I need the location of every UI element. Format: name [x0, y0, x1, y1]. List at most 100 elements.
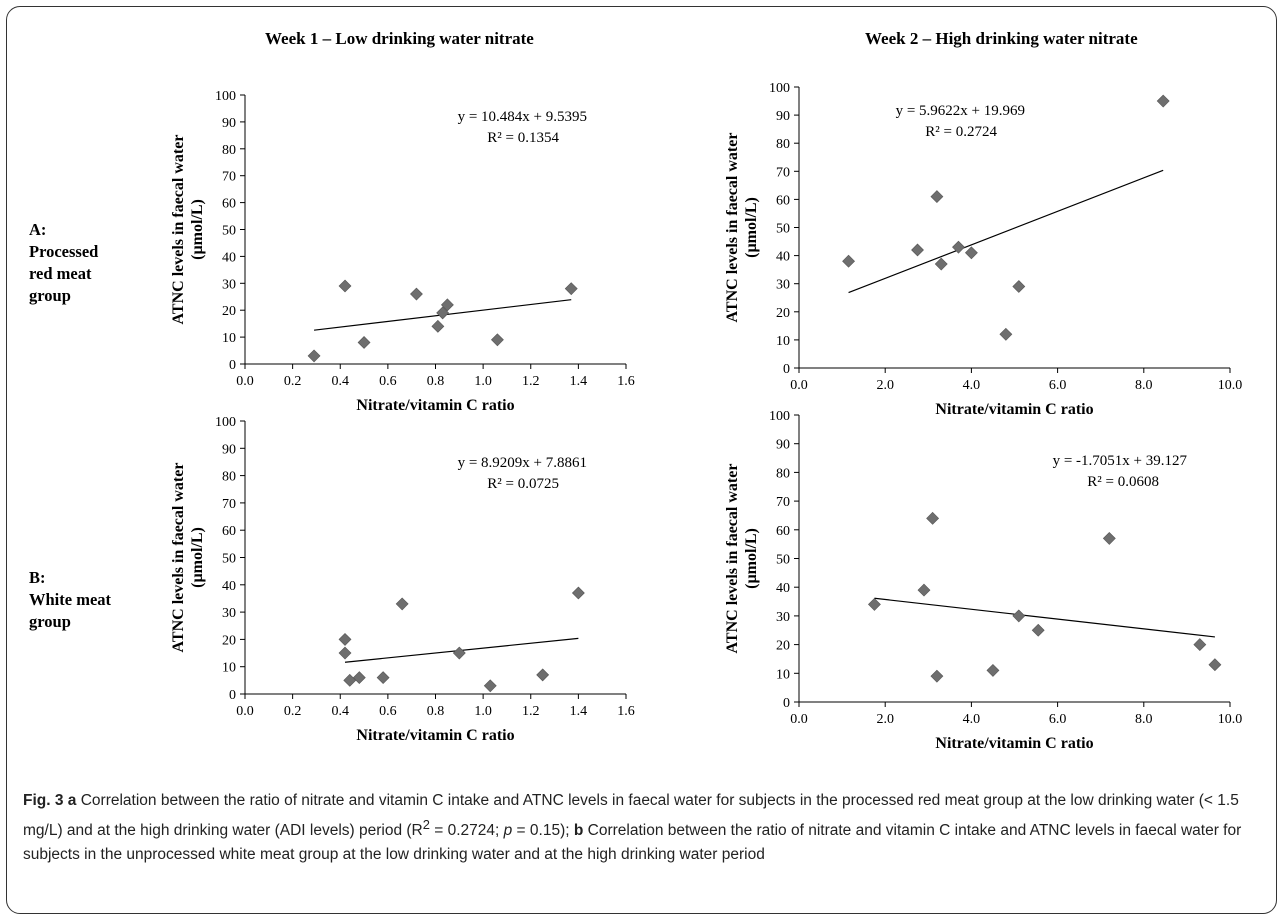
- y-tick-label: 100: [215, 89, 236, 104]
- data-point: [490, 333, 504, 347]
- data-point: [934, 257, 948, 271]
- y-tick-label: 70: [222, 497, 236, 512]
- y-tick-label: 30: [776, 610, 790, 625]
- scatter-chart-b-week2: 0 10 20 30 40 50 60 70 80 90 100 0.0 2.0 4.0 6.0 8.0 10.…: [724, 409, 1242, 752]
- y-tick-label: 10: [776, 667, 790, 682]
- data-point: [307, 349, 321, 363]
- data-point: [343, 673, 357, 687]
- y-tick-label: 60: [222, 197, 236, 212]
- scatter-chart-a-week2: 0 10 20 30 40 50 60 70 80 90 100 0.0 2.0 4.0 6.0 8.0 10.…: [724, 81, 1243, 418]
- y-tick-label: 70: [222, 170, 236, 185]
- x-tick-label: 0.6: [379, 374, 397, 389]
- row-label-a-line: group: [29, 286, 71, 305]
- y-tick-label: 80: [776, 137, 790, 152]
- y-tick-label: 50: [222, 224, 236, 239]
- y-tick-label: 100: [769, 409, 790, 424]
- y-tick-label: 70: [776, 165, 790, 180]
- r-squared-label: R² = 0.1354: [487, 130, 559, 146]
- regression-equation: y = 10.484x + 9.5395: [458, 109, 587, 125]
- data-point: [964, 246, 978, 260]
- y-tick-label: 90: [776, 109, 790, 124]
- x-tick-label: 4.0: [963, 712, 981, 727]
- y-tick-label: 60: [776, 193, 790, 208]
- caption-text: Correlation between the ratio of nitrate…: [23, 822, 1242, 864]
- x-tick-label: 8.0: [1135, 712, 1153, 727]
- column-title-week2: Week 2 – High drinking water nitrate: [865, 29, 1138, 48]
- data-point: [436, 306, 450, 320]
- data-point: [930, 669, 944, 683]
- data-point: [911, 243, 924, 257]
- y-tick-label: 80: [222, 470, 236, 485]
- x-tick-label: 1.2: [522, 374, 540, 389]
- x-axis-title: Nitrate/vitamin C ratio: [356, 727, 514, 744]
- data-point: [452, 646, 466, 660]
- r-squared-label: R² = 0.0725: [487, 476, 559, 492]
- y-tick-label: 30: [222, 606, 236, 621]
- x-tick-label: 0.8: [427, 374, 445, 389]
- x-axis-title: Nitrate/vitamin C ratio: [356, 397, 514, 414]
- x-tick-label: 6.0: [1049, 378, 1067, 393]
- y-tick-label: 30: [222, 277, 236, 292]
- row-label-a: A: Processed red meat group: [29, 219, 98, 307]
- x-tick-label: 2.0: [876, 712, 894, 727]
- y-tick-label: 50: [776, 553, 790, 568]
- data-point: [842, 254, 855, 268]
- x-tick-label: 6.0: [1049, 712, 1067, 727]
- caption-text: = 0.2724;: [429, 822, 504, 840]
- figure-panel: Week 1 – Low drinking water nitrate Week…: [6, 6, 1277, 914]
- y-tick-label: 60: [776, 524, 790, 539]
- data-point: [536, 668, 550, 682]
- y-tick-label: 70: [776, 495, 790, 510]
- y-axis-title-line2: (µmol/L): [189, 527, 206, 588]
- trendline: [848, 169, 1164, 294]
- figure-caption: Fig. 3 a Correlation between the ratio o…: [23, 789, 1268, 867]
- x-axis-title: Nitrate/vitamin C ratio: [935, 735, 1093, 752]
- y-tick-label: 20: [776, 639, 790, 654]
- y-axis-title-line1: ATNC levels in faecal water: [724, 133, 741, 323]
- y-axis-title-line1: ATNC levels in faecal water: [170, 463, 187, 653]
- regression-equation: y = -1.7051x + 39.127: [1053, 453, 1188, 469]
- regression-equation: y = 5.9622x + 19.969: [896, 103, 1025, 119]
- data-point: [571, 586, 585, 600]
- y-tick-label: 40: [776, 250, 790, 265]
- caption-part-a-marker: a: [67, 792, 77, 809]
- x-tick-label: 10.0: [1218, 378, 1243, 393]
- data-point: [917, 583, 931, 597]
- x-tick-label: 1.4: [570, 374, 588, 389]
- data-point: [868, 597, 881, 611]
- caption-superscript: 2: [422, 817, 430, 832]
- y-tick-label: 90: [222, 442, 236, 457]
- x-tick-label: 0.6: [379, 704, 397, 719]
- y-tick-label: 0: [783, 696, 790, 711]
- x-tick-label: 0.0: [236, 374, 254, 389]
- row-label-b-line: B:: [29, 568, 46, 587]
- y-axis-title-line2: (µmol/L): [189, 199, 206, 260]
- data-point: [440, 298, 454, 312]
- data-point: [999, 327, 1013, 341]
- x-tick-label: 8.0: [1135, 378, 1153, 393]
- y-tick-label: 100: [769, 81, 790, 96]
- y-tick-label: 20: [222, 304, 236, 319]
- x-tick-label: 1.0: [474, 704, 492, 719]
- y-tick-label: 40: [222, 579, 236, 594]
- caption-text: Correlation between the ratio of nitrate…: [23, 792, 1239, 840]
- data-point: [1102, 531, 1116, 545]
- data-point: [395, 597, 409, 611]
- scatter-chart-a-week1: 0 10 20 30 40 50 60 70 80 90 100 0.0 0.2 0.4 0.6 0.8 1.0…: [170, 89, 635, 414]
- trendline: [874, 597, 1215, 638]
- data-point: [410, 287, 423, 301]
- y-tick-label: 80: [222, 143, 236, 158]
- data-point: [1193, 638, 1207, 652]
- x-tick-label: 0.8: [427, 704, 445, 719]
- data-point: [338, 279, 352, 293]
- scatter-chart-b-week1: 0 10 20 30 40 50 60 70 80 90 100 0.0 0.2 0.4 0.6 0.8 1.0…: [170, 415, 635, 744]
- data-point: [952, 240, 965, 254]
- y-axis-title-line2: (µmol/L): [743, 528, 760, 589]
- x-tick-label: 1.4: [570, 704, 588, 719]
- x-tick-label: 1.0: [474, 374, 492, 389]
- regression-equation: y = 8.9209x + 7.8861: [458, 455, 587, 471]
- y-axis-title-line1: ATNC levels in faecal water: [170, 135, 187, 325]
- y-tick-label: 50: [776, 222, 790, 237]
- data-point: [1012, 280, 1026, 293]
- caption-text: = 0.15);: [512, 822, 574, 840]
